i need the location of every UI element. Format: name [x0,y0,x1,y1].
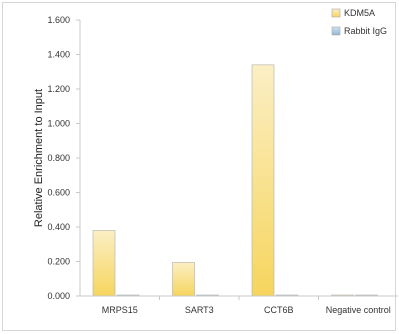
bar-kdm5a-mrps15 [92,230,116,297]
x-category-label: Negative control [326,305,391,315]
x-category-label: SART3 [185,305,214,315]
y-tick-label: 1.000 [47,119,70,129]
y-tick-label: 0.400 [47,222,70,232]
legend-swatch-kdm5a [331,8,341,18]
x-category-label: MRPS15 [102,305,138,315]
y-tick-label: 0.200 [47,257,70,267]
y-tick-label: 1.600 [47,15,70,25]
y-tick-label: 0.000 [47,291,70,301]
legend: KDM5A Rabbit IgG [331,8,387,36]
y-axis-ticks: 0.000 0.200 0.400 0.600 0.800 1.000 1.200 1.400… [47,15,80,301]
x-category-label: CCT6B [264,305,294,315]
bar-kdm5a-cct6b [251,64,275,297]
y-tick-label: 1.200 [47,84,70,94]
legend-label-rabbit-igg: Rabbit IgG [344,26,387,36]
bar-kdm5a-sart3 [172,262,195,297]
y-axis-label: Relative Enrichment to Input [33,89,45,227]
y-tick-label: 0.800 [47,153,70,163]
x-axis-categories: MRPS15 SART3 CCT6B Negative control [102,296,391,315]
bars [92,64,378,297]
legend-swatch-rabbit-igg [331,26,341,36]
y-tick-label: 1.400 [47,50,70,60]
legend-label-kdm5a: KDM5A [344,8,375,18]
y-tick-label: 0.600 [47,188,70,198]
chart-frame [2,2,396,331]
